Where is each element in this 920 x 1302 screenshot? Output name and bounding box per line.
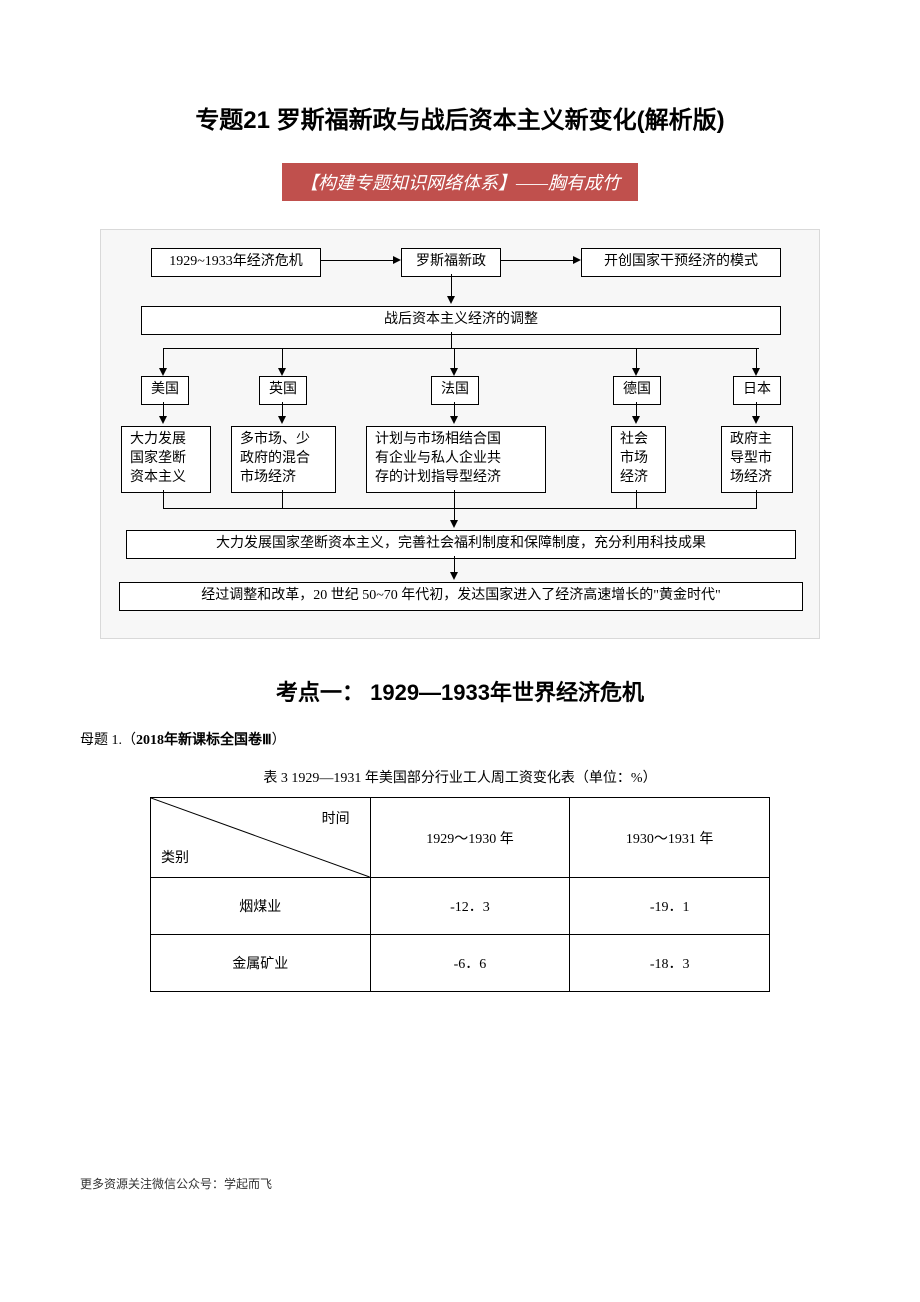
table-row: 金属矿业 -6．6 -18．3 [151,935,770,992]
row-label: 烟煤业 [151,878,371,935]
row-v1: -12．3 [370,878,570,935]
footer: 更多资源关注微信公众号：学起而飞 [80,1175,272,1192]
q-intro-source: 2018年新课标全国卷Ⅲ [136,733,272,748]
node-adjust: 战后资本主义经济的调整 [141,306,781,335]
page-title: 专题21 罗斯福新政与战后资本主义新变化(解析版) [80,100,840,135]
wage-table: 时间 类别 1929～1930 年 1930～1931 年 烟煤业 -12．3 … [150,797,770,992]
diag-bot-label: 类别 [161,847,189,867]
node-country-uk: 英国 [259,376,307,405]
node-newdeal: 罗斯福新政 [401,248,501,277]
row-v1: -6．6 [370,935,570,992]
table-caption: 表 3 1929—1931 年美国部分行业工人周工资变化表（单位：%） [80,767,840,787]
node-desc-fr: 计划与市场相结合国 有企业与私人企业共 存的计划指导型经济 [366,426,546,493]
node-desc-de: 社会 市场 经济 [611,426,666,493]
node-country-jp: 日本 [733,376,781,405]
diag-header-cell: 时间 类别 [151,798,371,878]
node-desc-us: 大力发展 国家垄断 资本主义 [121,426,211,493]
row-label: 金属矿业 [151,935,371,992]
node-country-us: 美国 [141,376,189,405]
banner-wrap: 【构建专题知识网络体系】——胸有成竹 [80,163,840,229]
question-intro: 母题 1.（2018年新课标全国卷Ⅲ） [80,729,840,749]
node-country-fr: 法国 [431,376,479,405]
node-country-de: 德国 [613,376,661,405]
row-v2: -19．1 [570,878,770,935]
q-intro-suffix: ） [272,733,286,748]
node-summary2: 经过调整和改革，20 世纪 50~70 年代初，发达国家进入了经济高速增长的"黄… [119,582,803,611]
node-crisis: 1929~1933年经济危机 [151,248,321,277]
node-model: 开创国家干预经济的模式 [581,248,781,277]
col-1929-1930: 1929～1930 年 [370,798,570,878]
banner: 【构建专题知识网络体系】——胸有成竹 [282,163,638,201]
row-v2: -18．3 [570,935,770,992]
diag-top-label: 时间 [322,808,350,828]
node-desc-jp: 政府主 导型市 场经济 [721,426,793,493]
table-row: 烟煤业 -12．3 -19．1 [151,878,770,935]
knowledge-diagram: 1929~1933年经济危机 罗斯福新政 开创国家干预经济的模式 战后资本主义经… [100,229,820,639]
section-title: 考点一： 1929—1933年世界经济危机 [80,675,840,707]
node-summary1: 大力发展国家垄断资本主义，完善社会福利制度和保障制度，充分利用科技成果 [126,530,796,559]
col-1930-1931: 1930～1931 年 [570,798,770,878]
q-intro-prefix: 母题 1.（ [80,733,136,748]
node-desc-uk: 多市场、少 政府的混合 市场经济 [231,426,336,493]
